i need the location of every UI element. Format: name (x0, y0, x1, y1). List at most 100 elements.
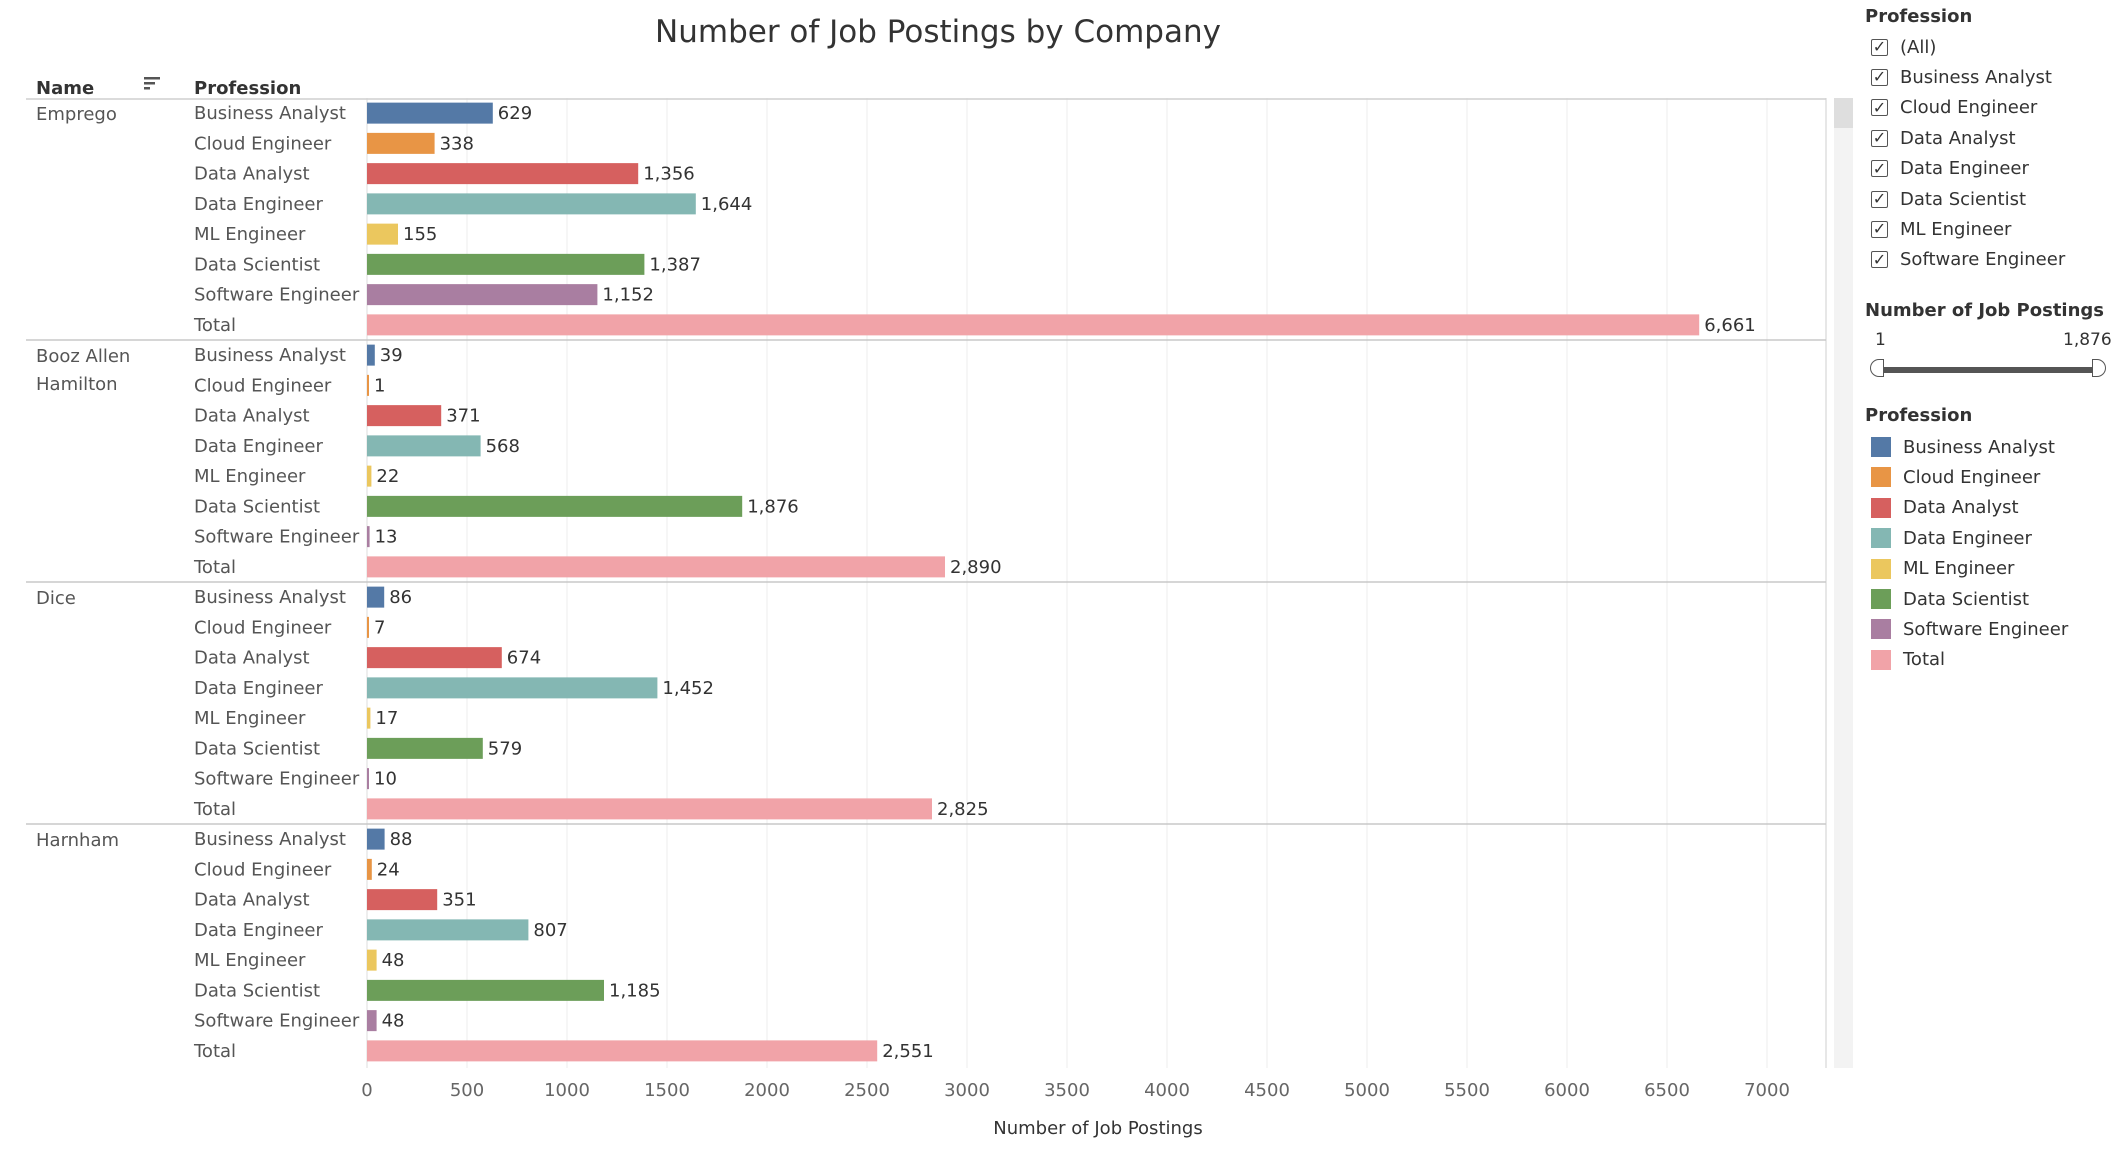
legend-item[interactable]: ML Engineer (1871, 555, 2014, 583)
bar[interactable] (367, 1040, 878, 1062)
bar[interactable] (367, 919, 529, 941)
filter-item[interactable]: ✓ ML Engineer (1871, 215, 2011, 243)
bar[interactable] (367, 616, 369, 638)
table-row[interactable]: Business Analyst 39 (194, 344, 403, 367)
checkbox-icon[interactable]: ✓ (1871, 128, 1888, 148)
bar[interactable] (367, 828, 385, 850)
table-row[interactable]: Data Analyst 1,356 (194, 163, 695, 185)
bar[interactable] (367, 223, 398, 245)
bar[interactable] (367, 737, 483, 759)
x-tick-label: 7000 (1744, 1080, 1790, 1101)
legend-item[interactable]: Business Analyst (1871, 433, 2055, 461)
bar[interactable] (367, 586, 385, 608)
legend-item[interactable]: Data Scientist (1871, 585, 2029, 613)
bar[interactable] (367, 435, 481, 457)
bar[interactable] (367, 495, 743, 517)
checkbox-icon[interactable]: ✓ (1871, 219, 1888, 239)
legend-item[interactable]: Data Analyst (1871, 494, 2019, 522)
bar[interactable] (367, 677, 658, 699)
bar[interactable] (367, 344, 375, 366)
table-row[interactable]: ML Engineer 17 (194, 707, 398, 730)
checkbox-icon[interactable]: ✓ (1871, 249, 1888, 269)
bar[interactable] (367, 858, 372, 880)
table-row[interactable]: Cloud Engineer 1 (194, 374, 385, 397)
filter-item[interactable]: ✓ Data Engineer (1871, 155, 2029, 183)
table-row[interactable]: Data Scientist 1,185 (194, 979, 661, 1002)
table-row[interactable]: Data Engineer 807 (194, 919, 568, 941)
bar[interactable] (367, 798, 932, 820)
table-row[interactable]: ML Engineer 22 (194, 465, 399, 488)
checkbox-icon[interactable]: ✓ (1871, 97, 1888, 117)
bar[interactable] (367, 526, 370, 548)
scrollbar-track[interactable] (1834, 98, 1853, 1068)
bar[interactable] (367, 374, 369, 396)
table-row[interactable]: Cloud Engineer 338 (194, 132, 474, 155)
legend-item[interactable]: Software Engineer (1871, 615, 2068, 643)
checkbox-icon[interactable]: ✓ (1871, 158, 1888, 178)
table-row[interactable]: ML Engineer 155 (194, 223, 437, 246)
bar[interactable] (367, 889, 438, 911)
table-row[interactable]: Data Analyst 674 (194, 647, 541, 669)
table-row[interactable]: Data Scientist 1,387 (194, 253, 701, 276)
range-slider-min-handle[interactable] (1870, 359, 1884, 377)
table-row[interactable]: Data Engineer 568 (194, 435, 520, 457)
legend-item[interactable]: Data Engineer (1871, 524, 2032, 552)
bar[interactable] (367, 556, 945, 578)
table-row[interactable]: Total 2,890 (193, 556, 1002, 578)
table-row[interactable]: Data Engineer 1,644 (194, 193, 752, 215)
bar[interactable] (367, 768, 369, 790)
table-row[interactable]: Software Engineer 1,152 (194, 284, 654, 306)
range-filter-title: Number of Job Postings (1865, 300, 2105, 321)
profession-label: Cloud Engineer (194, 133, 332, 154)
range-slider-track[interactable] (1877, 367, 2097, 373)
table-row[interactable]: Business Analyst 88 (194, 828, 413, 851)
table-row[interactable]: Data Analyst 351 (194, 889, 477, 911)
filter-item[interactable]: ✓ (All) (1871, 33, 1936, 61)
legend-item[interactable]: Total (1871, 646, 1945, 674)
company-name: Hamilton (36, 374, 118, 395)
table-row[interactable]: Software Engineer 10 (194, 768, 397, 790)
range-slider-max-handle[interactable] (2092, 359, 2106, 377)
table-row[interactable]: Data Scientist 1,876 (194, 495, 799, 518)
bar[interactable] (367, 284, 598, 306)
bar[interactable] (367, 465, 372, 487)
table-row[interactable]: Software Engineer 48 (194, 1010, 405, 1032)
table-row[interactable]: Total 6,661 (193, 314, 1756, 336)
bar[interactable] (367, 707, 371, 729)
checkbox-icon[interactable]: ✓ (1871, 67, 1888, 87)
table-row[interactable]: Software Engineer 13 (194, 526, 398, 548)
bar[interactable] (367, 314, 1700, 336)
checkbox-icon[interactable]: ✓ (1871, 189, 1888, 208)
filter-item[interactable]: ✓ Cloud Engineer (1871, 94, 2037, 122)
bar[interactable] (367, 132, 435, 154)
table-row[interactable]: Total 2,825 (193, 798, 989, 820)
table-row[interactable]: Business Analyst 629 (194, 102, 532, 125)
bar[interactable] (367, 102, 493, 124)
table-row[interactable]: Cloud Engineer 7 (194, 616, 385, 639)
filter-item[interactable]: ✓ Data Analyst (1871, 124, 2016, 152)
filter-item[interactable]: ✓ Software Engineer (1871, 246, 2065, 274)
bar[interactable] (367, 253, 645, 275)
table-row[interactable]: ML Engineer 48 (194, 949, 405, 972)
bar[interactable] (367, 647, 502, 669)
filter-item[interactable]: ✓ Data Scientist (1871, 185, 2026, 213)
table-row[interactable]: Cloud Engineer 24 (194, 858, 400, 881)
table-row[interactable]: Data Engineer 1,452 (194, 677, 714, 699)
scrollbar-thumb[interactable] (1834, 98, 1853, 128)
data-label: 579 (488, 738, 522, 759)
bar[interactable] (367, 193, 696, 215)
table-row[interactable]: Business Analyst 86 (194, 586, 412, 609)
bar[interactable] (367, 979, 604, 1001)
profession-label: Data Engineer (194, 920, 323, 941)
bar[interactable] (367, 163, 639, 185)
bar[interactable] (367, 1010, 377, 1032)
checkbox-icon[interactable]: ✓ (1871, 37, 1888, 56)
legend-item[interactable]: Cloud Engineer (1871, 463, 2040, 491)
filter-item[interactable]: ✓ Business Analyst (1871, 63, 2052, 91)
bar[interactable] (367, 405, 442, 427)
bar[interactable] (367, 949, 377, 971)
sort-icon[interactable] (144, 77, 160, 90)
table-row[interactable]: Total 2,551 (193, 1040, 934, 1062)
table-row[interactable]: Data Scientist 579 (194, 737, 522, 760)
table-row[interactable]: Data Analyst 371 (194, 405, 481, 427)
